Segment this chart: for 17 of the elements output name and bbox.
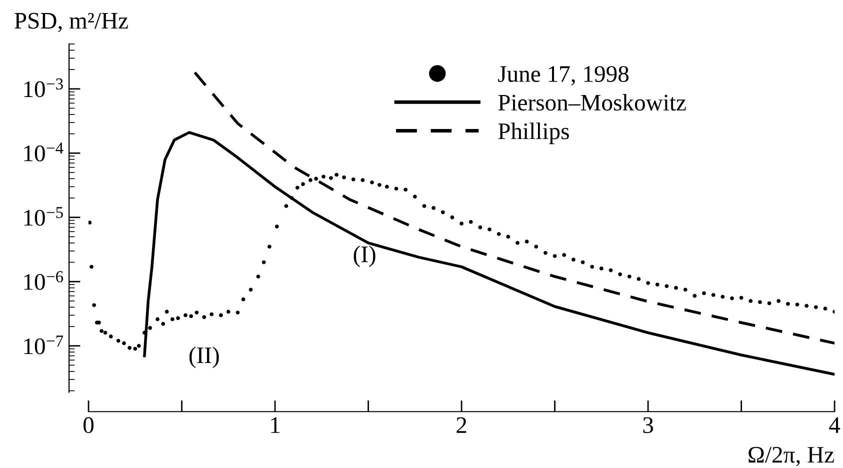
- y-tick-label: 10$^{−3}$: [24, 78, 63, 98]
- annotation: (I): [354, 246, 376, 268]
- y-tick-label: 10$^{−5}$: [24, 207, 63, 226]
- x-axis-title: Ω/2π, Hz: [748, 446, 834, 466]
- x-tick-label: 4: [829, 417, 840, 433]
- y-tick-label: 10$^{−6}$: [24, 271, 64, 290]
- y-tick-label: 10$^{−4}$: [24, 142, 64, 162]
- legend-label: Pierson–Moskowitz: [498, 94, 686, 111]
- legend-label: Phillips: [498, 122, 569, 144]
- x-tick-label: 2: [456, 417, 466, 433]
- annotation: (II): [189, 346, 219, 368]
- x-tick-label: 3: [643, 417, 654, 434]
- legend-label: June 17, 1998: [498, 66, 629, 86]
- x-tick-label: 1: [271, 417, 280, 433]
- x-tick-label: 0: [84, 417, 94, 434]
- y-axis-title: PSD, m²/Hz: [14, 12, 128, 32]
- y-tick-label: 10$^{−7}$: [24, 336, 64, 354]
